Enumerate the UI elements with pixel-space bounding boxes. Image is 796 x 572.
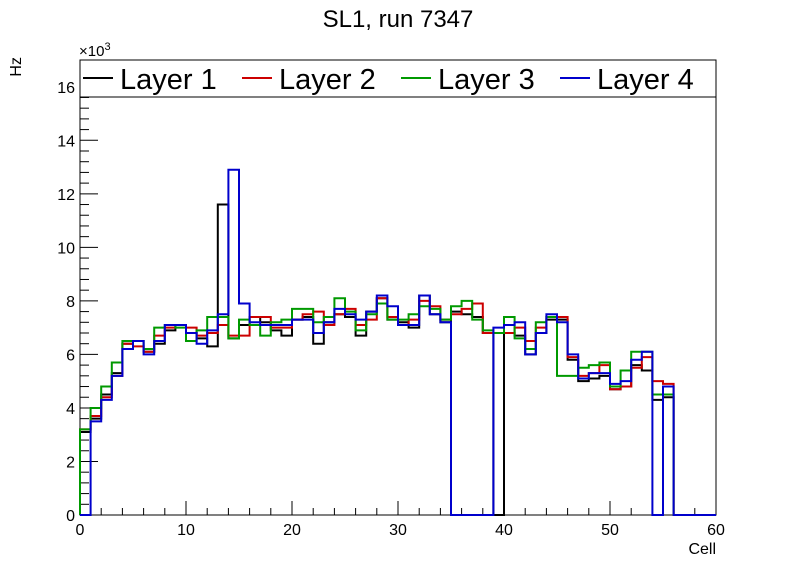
series-lines [79, 168, 716, 516]
chart-title: SL1, run 7347 [323, 6, 474, 33]
legend: Layer 1 Layer 2 Layer 3 Layer 4 [79, 59, 717, 98]
legend-label: Layer 4 [597, 64, 694, 96]
series-layer-4 [80, 168, 716, 516]
x-axis-title: Cell [688, 541, 716, 558]
y-axis-title: Hz [8, 57, 25, 77]
y-tick-label: 10 [57, 240, 75, 257]
y-multiplier-exponent: 3 [104, 41, 110, 53]
y-tick-label: 8 [66, 294, 75, 311]
y-tick-label: 2 [66, 454, 75, 471]
x-tick-label: 60 [707, 522, 725, 539]
x-tick-label: 20 [283, 522, 301, 539]
legend-label: Layer 2 [279, 64, 376, 96]
x-tick-label: 40 [495, 522, 513, 539]
y-multiplier-base: ×10 [79, 43, 104, 60]
y-axis-multiplier: ×103 [79, 41, 111, 60]
axes: 0 10 20 30 40 50 60 0 2 4 6 8 10 12 14 16 [57, 64, 725, 539]
legend-label: Layer 1 [120, 64, 217, 96]
x-tick-label: 0 [76, 522, 85, 539]
y-tick-label: 16 [57, 80, 75, 97]
x-tick-label: 30 [389, 522, 407, 539]
y-tick-label: 4 [66, 401, 75, 418]
y-tick-label: 12 [57, 187, 75, 204]
y-tick-label: 6 [66, 347, 75, 364]
legend-box [79, 59, 717, 98]
x-tick-label: 50 [601, 522, 619, 539]
legend-label: Layer 3 [438, 64, 535, 96]
y-tick-label: 0 [66, 508, 75, 525]
y-tick-label: 14 [57, 133, 75, 150]
x-tick-label: 10 [177, 522, 195, 539]
